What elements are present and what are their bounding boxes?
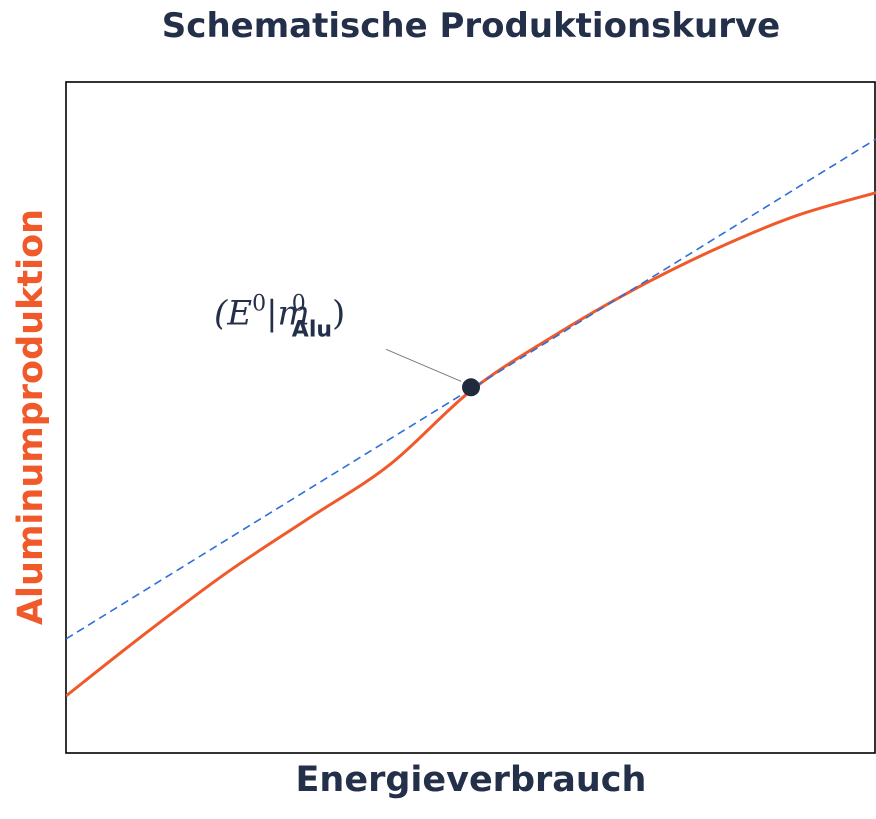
annotation-leader-line [385,348,462,382]
x-axis-label: Energieverbrauch [295,760,647,800]
anno-sup2: 0 [292,291,306,316]
anno-sup1: 0 [252,291,266,316]
anno-sub: Alu [292,317,332,342]
chart-title: Schematische Produktionskurve [161,6,781,46]
anno-open: (E [214,293,252,333]
y-axis-label: Aluminumproduktion [11,208,51,626]
anno-close: ) [332,293,345,333]
point-marker [462,378,480,397]
anno-bar: |m [266,293,310,333]
series-layer [66,138,876,698]
plot-area-frame [65,81,876,754]
point-annotation-label: (E0|m0 Alu) [214,291,345,342]
production-curve-series [66,191,876,698]
